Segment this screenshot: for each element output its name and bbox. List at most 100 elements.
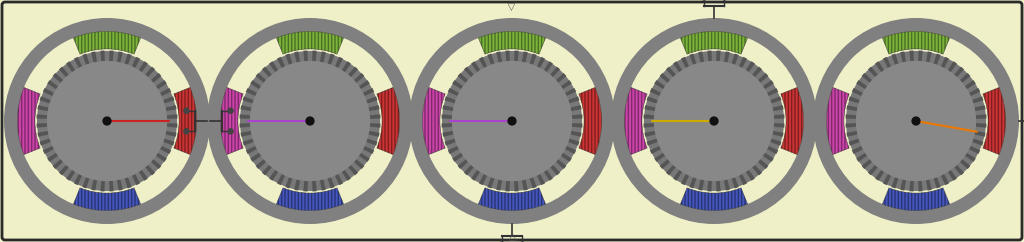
Wedge shape [681, 57, 714, 121]
Wedge shape [883, 31, 949, 54]
Wedge shape [106, 73, 162, 121]
Wedge shape [512, 114, 583, 121]
Circle shape [184, 108, 189, 113]
Circle shape [813, 18, 1019, 224]
Wedge shape [714, 88, 778, 121]
Wedge shape [916, 121, 976, 162]
Wedge shape [106, 88, 171, 121]
Wedge shape [916, 105, 985, 121]
Circle shape [207, 18, 413, 224]
Wedge shape [310, 121, 326, 190]
Wedge shape [512, 121, 582, 137]
Wedge shape [106, 61, 147, 121]
Wedge shape [512, 121, 553, 181]
Wedge shape [47, 121, 106, 162]
Wedge shape [106, 121, 132, 189]
Wedge shape [666, 67, 714, 121]
Wedge shape [512, 53, 537, 121]
Wedge shape [512, 96, 580, 121]
Wedge shape [512, 121, 580, 146]
Wedge shape [453, 121, 512, 162]
Wedge shape [286, 121, 310, 189]
Wedge shape [444, 96, 512, 121]
Wedge shape [876, 61, 916, 121]
Wedge shape [512, 61, 553, 121]
Wedge shape [38, 105, 106, 121]
Wedge shape [286, 53, 310, 121]
Circle shape [846, 51, 986, 191]
Wedge shape [67, 121, 106, 181]
Wedge shape [916, 88, 980, 121]
Wedge shape [310, 121, 370, 162]
Circle shape [442, 51, 582, 191]
Wedge shape [106, 53, 132, 121]
Wedge shape [479, 121, 512, 185]
Wedge shape [479, 57, 512, 121]
Wedge shape [714, 121, 768, 169]
Wedge shape [714, 57, 748, 121]
Wedge shape [497, 121, 512, 190]
Circle shape [625, 31, 804, 211]
Wedge shape [714, 52, 730, 121]
Wedge shape [106, 51, 114, 121]
Wedge shape [781, 87, 804, 155]
Wedge shape [106, 121, 123, 190]
Wedge shape [310, 67, 358, 121]
Wedge shape [262, 67, 310, 121]
Wedge shape [512, 121, 545, 185]
Wedge shape [714, 121, 730, 190]
Wedge shape [310, 121, 316, 191]
Wedge shape [916, 114, 986, 121]
Wedge shape [916, 121, 985, 137]
Wedge shape [487, 121, 512, 189]
Wedge shape [646, 96, 714, 121]
Wedge shape [714, 121, 721, 191]
Wedge shape [512, 121, 560, 175]
Wedge shape [659, 121, 714, 169]
Wedge shape [916, 73, 971, 121]
Wedge shape [625, 87, 647, 155]
Wedge shape [714, 121, 738, 189]
Wedge shape [659, 73, 714, 121]
Wedge shape [310, 121, 335, 189]
Wedge shape [310, 121, 378, 146]
Wedge shape [67, 61, 106, 121]
Circle shape [47, 61, 167, 181]
Wedge shape [471, 61, 512, 121]
Wedge shape [37, 121, 106, 128]
Circle shape [305, 116, 314, 126]
Wedge shape [310, 114, 381, 121]
Wedge shape [40, 121, 106, 146]
Wedge shape [269, 121, 310, 181]
Wedge shape [689, 121, 714, 189]
Wedge shape [262, 121, 310, 175]
Wedge shape [310, 121, 365, 169]
Wedge shape [909, 51, 916, 121]
Wedge shape [294, 52, 310, 121]
Wedge shape [100, 51, 106, 121]
Wedge shape [310, 80, 370, 121]
Wedge shape [91, 121, 106, 190]
Wedge shape [714, 67, 762, 121]
Wedge shape [861, 73, 916, 121]
Wedge shape [377, 87, 399, 155]
Wedge shape [310, 96, 378, 121]
Wedge shape [512, 67, 560, 121]
Wedge shape [512, 51, 519, 121]
Circle shape [826, 31, 1006, 211]
Circle shape [856, 61, 976, 181]
Wedge shape [37, 114, 106, 121]
Wedge shape [847, 105, 916, 121]
Wedge shape [714, 121, 755, 181]
Wedge shape [891, 53, 916, 121]
Wedge shape [891, 121, 916, 189]
Wedge shape [106, 121, 162, 169]
Circle shape [17, 31, 197, 211]
Wedge shape [714, 121, 762, 175]
Wedge shape [673, 121, 714, 181]
Wedge shape [310, 61, 351, 121]
Wedge shape [310, 121, 351, 181]
Wedge shape [246, 121, 310, 154]
Wedge shape [91, 52, 106, 121]
Wedge shape [106, 121, 140, 185]
